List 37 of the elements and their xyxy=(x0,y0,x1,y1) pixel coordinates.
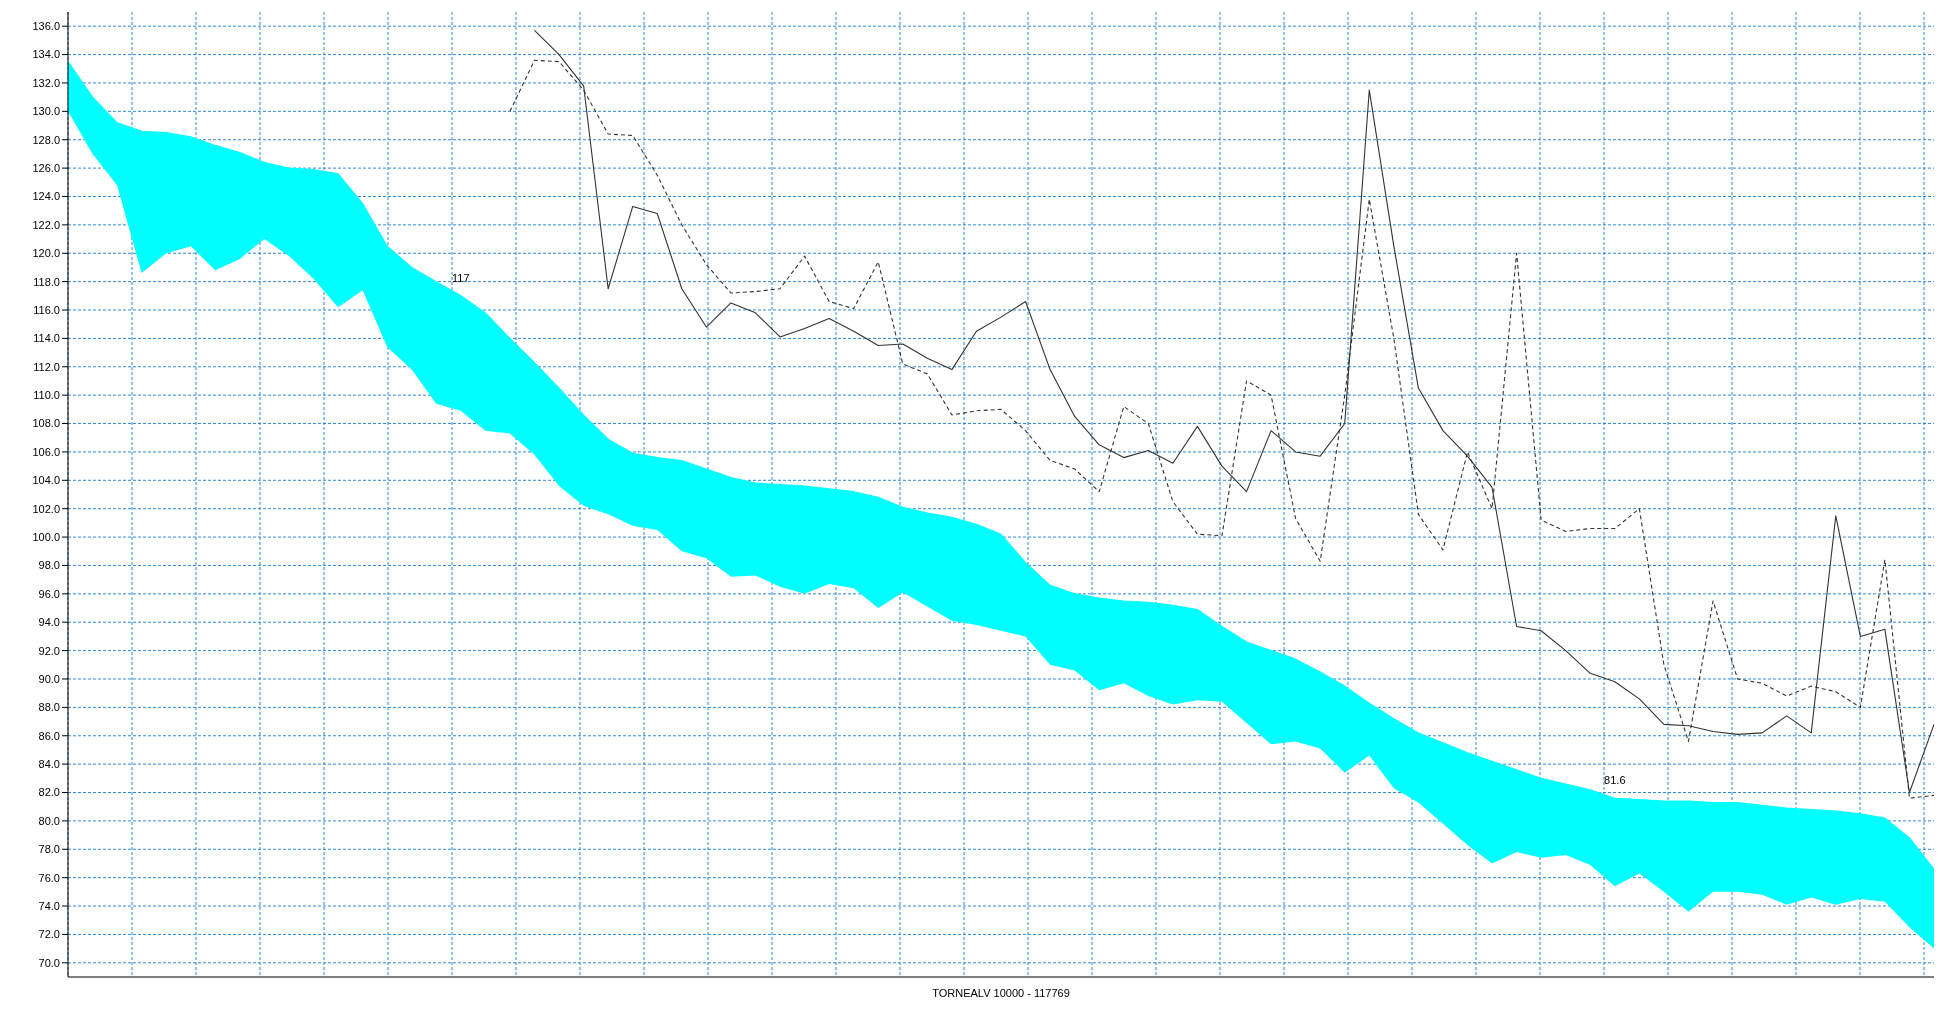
y-tick-label: 104.0 xyxy=(32,474,60,487)
y-tick-label: 132.0 xyxy=(32,76,60,89)
y-tick-label: 120.0 xyxy=(32,247,60,260)
annotation: 117 xyxy=(452,271,470,284)
y-tick-label: 88.0 xyxy=(38,701,60,714)
y-tick-label: 126.0 xyxy=(32,162,60,175)
y-tick-label: 74.0 xyxy=(38,899,60,912)
y-tick-label: 100.0 xyxy=(32,530,60,543)
y-tick-label: 122.0 xyxy=(32,218,60,231)
y-tick-label: 96.0 xyxy=(38,587,60,600)
y-tick-label: 98.0 xyxy=(38,559,60,572)
y-tick-label: 86.0 xyxy=(38,729,60,742)
y-tick-label: 128.0 xyxy=(32,133,60,146)
y-tick-label: 78.0 xyxy=(38,843,60,856)
y-tick-label: 136.0 xyxy=(32,20,60,33)
x-axis-title: TORNEALV 10000 - 117769 xyxy=(932,987,1070,999)
y-tick-label: 106.0 xyxy=(32,445,60,458)
y-tick-label: 70.0 xyxy=(38,956,60,969)
y-tick-label: 82.0 xyxy=(38,786,60,799)
y-tick-label: 110.0 xyxy=(33,389,60,402)
y-tick-label: 92.0 xyxy=(38,644,60,657)
y-tick-label: 84.0 xyxy=(38,758,60,771)
y-tick-label: 72.0 xyxy=(38,928,60,941)
y-tick-label: 116.0 xyxy=(33,303,60,316)
y-tick-label: 80.0 xyxy=(38,814,60,827)
y-tick-label: 102.0 xyxy=(32,502,60,515)
y-tick-label: 112.0 xyxy=(33,360,60,373)
annotation: 81.6 xyxy=(1604,774,1626,787)
y-tick-label: 94.0 xyxy=(38,616,60,629)
y-tick-label: 118.0 xyxy=(33,275,60,288)
y-tick-label: 108.0 xyxy=(32,417,60,430)
y-tick-label: 134.0 xyxy=(32,48,60,61)
y-tick-label: 130.0 xyxy=(32,105,60,118)
y-tick-label: 90.0 xyxy=(38,672,60,685)
y-tick-label: 76.0 xyxy=(38,871,60,884)
y-tick-label: 124.0 xyxy=(32,190,60,203)
y-tick-label: 114.0 xyxy=(33,332,60,345)
